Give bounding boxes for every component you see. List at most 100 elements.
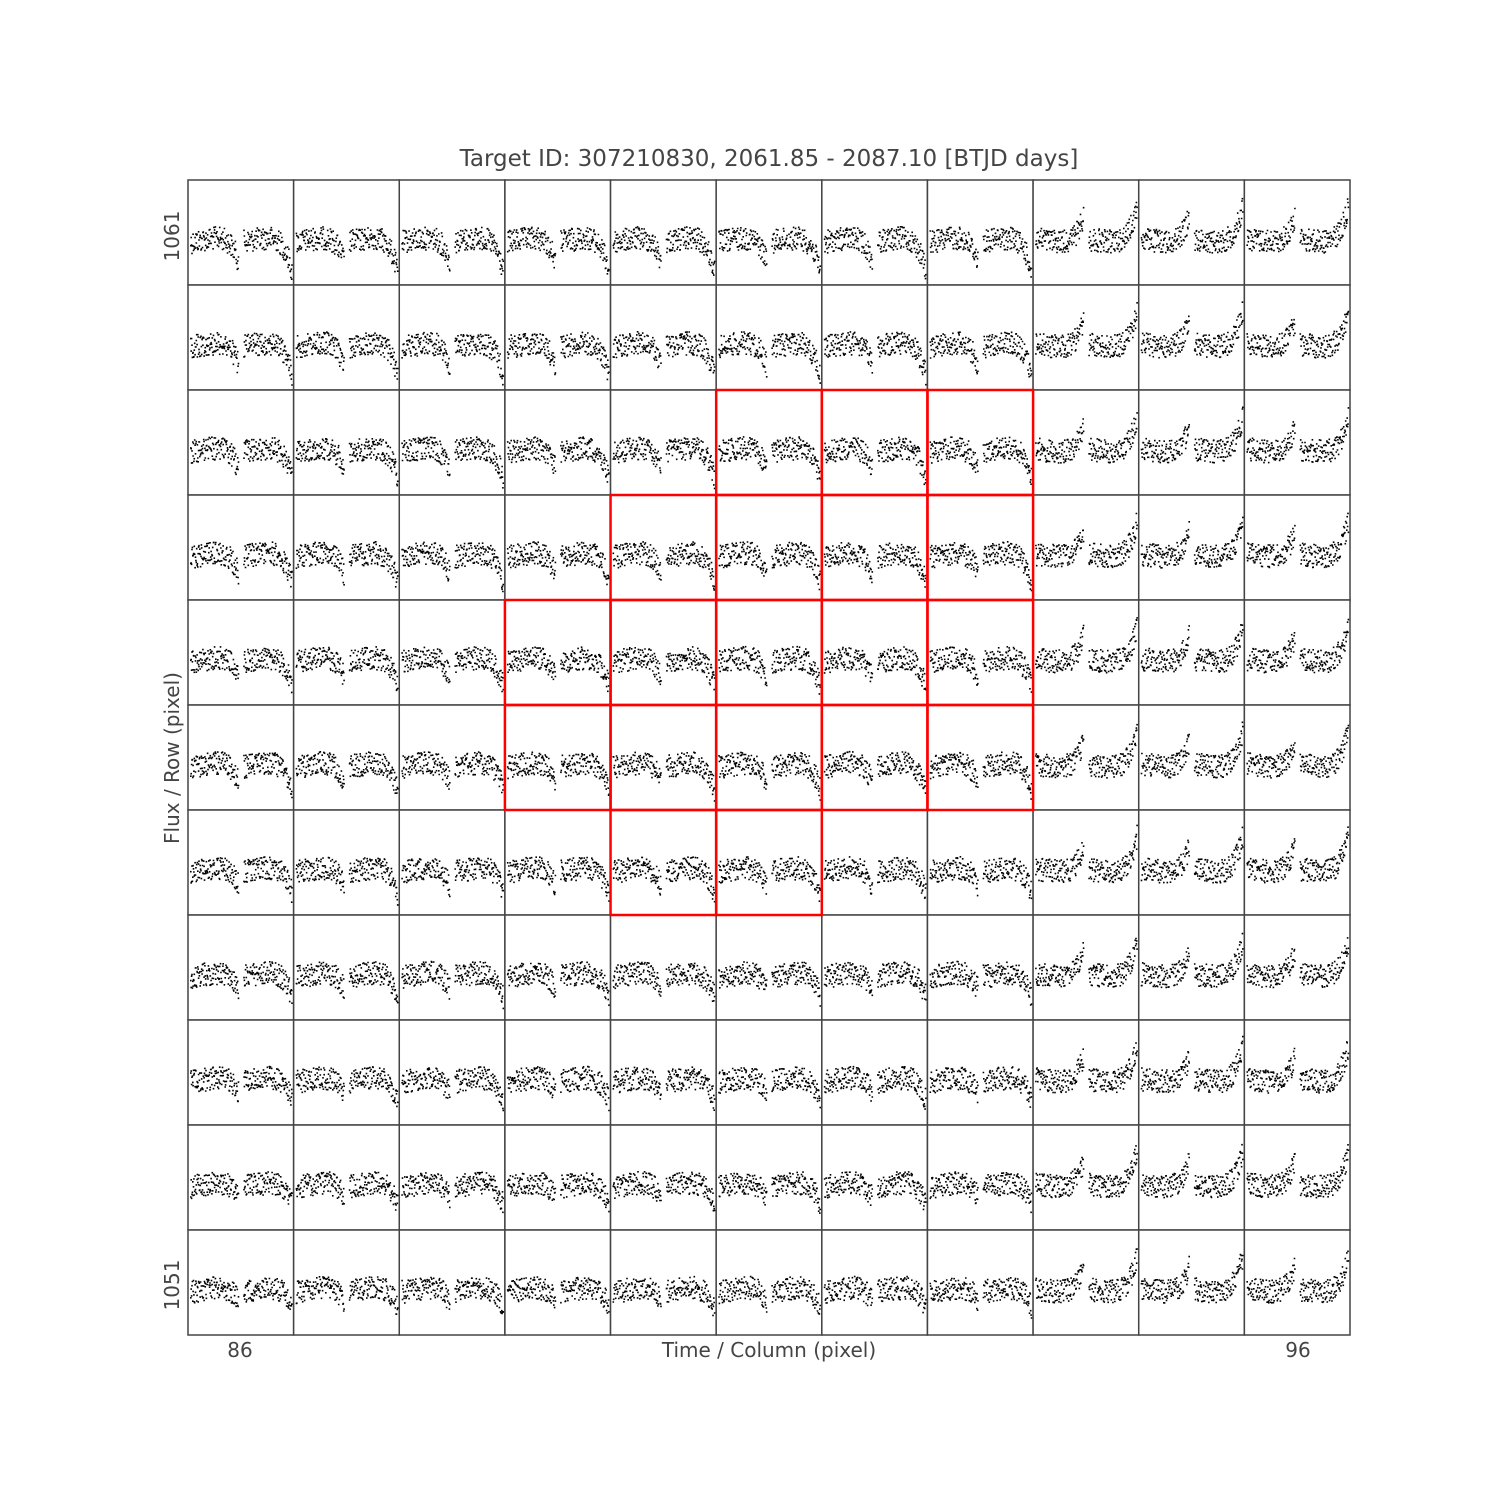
pixel-cell-87-1060: [292, 284, 401, 391]
pixel-cell-frame: [1032, 284, 1140, 391]
pixel-lightcurve-points: [1035, 617, 1138, 674]
pixel-cell-87-1059: [292, 389, 401, 496]
pixel-cell-frame: [1243, 179, 1351, 286]
pixel-cell-frame: [1032, 179, 1140, 286]
pixel-lightcurve-points: [295, 1171, 399, 1211]
pixel-cell-94-1059: [1032, 389, 1140, 496]
pixel-lightcurve-points: [612, 1275, 716, 1317]
pixel-lightcurve-points: [929, 960, 1033, 1006]
pixel-lightcurve-points: [612, 961, 716, 1002]
pixel-cell-frame: [504, 179, 612, 286]
pixel-lightcurve-points: [1246, 937, 1350, 989]
pixel-cell-frame: [715, 179, 823, 286]
pixel-cell-96-1052: [1243, 1124, 1351, 1231]
pixel-lightcurve-points: [718, 541, 821, 591]
pixel-cell-frame: [609, 1229, 717, 1336]
x-axis-label: Time / Column (pixel): [661, 1338, 876, 1362]
pixel-lightcurve-points: [506, 646, 610, 693]
pixel-cell-93-1054: [926, 914, 1034, 1021]
pixel-cell-91-1060: [715, 284, 823, 391]
pixel-lightcurve-points: [823, 331, 927, 386]
pixel-cell-96-1061: [1243, 179, 1351, 286]
pixel-cell-frame: [715, 1124, 823, 1231]
pixel-cell-91-1051: [715, 1229, 823, 1336]
pixel-cell-96-1055: [1243, 809, 1351, 916]
pixel-lightcurve-points: [506, 751, 610, 796]
pixel-cell-86-1055: [187, 809, 295, 916]
pixel-cell-93-1056: [926, 704, 1034, 811]
pixel-cell-96-1054: [1243, 914, 1351, 1021]
pixel-cell-89-1056: [504, 704, 612, 811]
pixel-cell-frame: [821, 494, 929, 601]
pixel-lightcurve-points: [612, 1171, 716, 1212]
pixel-lightcurve-points: [823, 226, 927, 280]
pixel-cell-94-1052: [1032, 1124, 1140, 1231]
pixel-lightcurve-points: [1035, 512, 1138, 569]
pixel-cell-90-1059: [609, 389, 717, 496]
pixel-cell-frame: [821, 1124, 929, 1231]
pixel-cell-frame: [398, 179, 506, 286]
pixel-lightcurve-points: [506, 331, 610, 381]
pixel-lightcurve-points: [823, 542, 927, 588]
pixel-cell-86-1059: [187, 389, 295, 496]
pixel-cell-92-1051: [821, 1229, 929, 1336]
pixel-cell-87-1057: [292, 599, 401, 706]
pixel-cell-90-1061: [609, 179, 717, 286]
pixel-cell-89-1053: [504, 1019, 612, 1126]
pixel-cell-frame: [1137, 1229, 1246, 1336]
pixel-cell-89-1052: [504, 1124, 612, 1231]
pixel-lightcurve-points: [718, 226, 821, 274]
pixel-cell-frame: [292, 704, 401, 811]
pixel-cell-90-1051: [609, 1229, 717, 1336]
pixel-lightcurve-points: [295, 226, 399, 273]
pixel-cell-86-1060: [187, 284, 295, 391]
pixel-lightcurve-points: [401, 331, 505, 386]
pixel-cell-88-1055: [398, 809, 506, 916]
pixel-lightcurve-points: [1246, 1041, 1350, 1094]
pixel-lightcurve-points: [718, 436, 821, 480]
pixel-cell-frame: [1243, 914, 1351, 1021]
pixel-cell-frame: [187, 809, 295, 916]
pixel-cell-frame: [609, 494, 717, 601]
pixel-cell-90-1055: [609, 809, 717, 916]
pixel-cell-95-1053: [1137, 1019, 1246, 1126]
pixel-cell-frame: [1032, 809, 1140, 916]
aperture-pixel-93-1056: [926, 703, 1035, 812]
pixel-lightcurve-points: [190, 856, 293, 903]
pixel-cell-frame: [1243, 599, 1351, 706]
pixel-cell-frame: [1032, 1229, 1140, 1336]
pixel-cell-92-1054: [821, 914, 929, 1021]
pixel-cell-93-1061: [926, 179, 1034, 286]
pixel-cell-frame: [609, 389, 717, 496]
pixel-cell-91-1059: [715, 389, 823, 496]
pixel-cell-frame: [187, 914, 295, 1021]
pixel-lightcurve-points: [1246, 1144, 1350, 1199]
pixel-cell-frame: [1243, 809, 1351, 916]
pixel-lightcurve-points: [929, 1277, 1033, 1319]
pixel-cell-96-1060: [1243, 284, 1351, 391]
pixel-cell-89-1055: [504, 809, 612, 916]
pixel-cell-93-1055: [926, 809, 1034, 916]
x-tick-label-right: 96: [1285, 1338, 1310, 1362]
pixel-cell-frame: [609, 1124, 717, 1231]
pixel-lightcurve-points: [506, 541, 610, 586]
pixel-cell-87-1061: [292, 179, 401, 286]
pixel-lightcurve-points: [1035, 1248, 1138, 1304]
pixel-lightcurve-points: [506, 961, 610, 1006]
pixel-cell-94-1060: [1032, 284, 1140, 391]
pixel-cell-frame: [926, 914, 1034, 1021]
pixel-cell-frame: [504, 1229, 612, 1336]
pixel-cell-89-1054: [504, 914, 612, 1021]
pixel-lightcurve-points: [190, 1065, 293, 1106]
pixel-cell-95-1051: [1137, 1229, 1246, 1336]
pixel-cell-92-1060: [821, 284, 929, 391]
pixel-cell-92-1055: [821, 809, 929, 916]
pixel-cell-94-1054: [1032, 914, 1140, 1021]
pixel-cell-92-1061: [821, 179, 929, 286]
pixel-cell-88-1059: [398, 389, 506, 496]
pixel-cell-88-1051: [398, 1229, 506, 1336]
pixel-cell-93-1057: [926, 599, 1034, 706]
pixel-cell-96-1058: [1243, 494, 1351, 601]
pixel-cell-frame: [821, 599, 929, 706]
pixel-cell-89-1060: [504, 284, 612, 391]
